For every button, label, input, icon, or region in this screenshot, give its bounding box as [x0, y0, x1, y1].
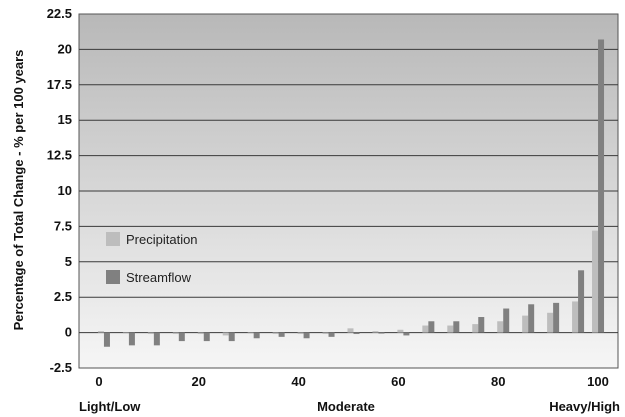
streamflow-bar — [378, 332, 385, 334]
legend-swatch-precipitation — [106, 232, 120, 246]
streamflow-bar — [278, 332, 285, 337]
y-tick-label: 7.5 — [54, 218, 72, 233]
y-tick-label: 2.5 — [54, 289, 72, 304]
y-tick-label: 10 — [58, 183, 72, 198]
precipitation-bar — [147, 332, 154, 335]
x-tick-label: 0 — [95, 374, 102, 389]
x-tick-label: 100 — [587, 374, 609, 389]
streamflow-bar — [228, 332, 235, 342]
bars — [97, 39, 605, 347]
legend: Precipitation Streamflow — [106, 232, 198, 285]
precipitation-bar — [122, 332, 129, 334]
x-category-label: Light/Low — [79, 399, 141, 414]
precipitation-bar — [447, 325, 454, 333]
y-axis-title: Percentage of Total Change - % per 100 y… — [11, 50, 26, 331]
precipitation-bar — [397, 329, 404, 333]
precipitation-bar — [97, 331, 104, 333]
streamflow-bar — [478, 317, 485, 333]
precipitation-bar — [172, 332, 179, 335]
streamflow-bar — [178, 332, 185, 342]
precipitation-bar — [297, 332, 304, 335]
streamflow-bar — [203, 332, 210, 342]
precipitation-bar — [222, 332, 229, 336]
streamflow-bar — [153, 332, 160, 346]
legend-label-precipitation: Precipitation — [126, 232, 198, 247]
precipitation-bar — [372, 331, 379, 333]
y-tick-label: 20 — [58, 41, 72, 56]
streamflow-bar — [353, 332, 360, 335]
x-tick-labels: 0 20 40 60 80 100 — [95, 374, 609, 389]
precipitation-bar — [592, 230, 599, 333]
streamflow-bar — [578, 270, 585, 333]
x-tick-label: 80 — [491, 374, 505, 389]
legend-label-streamflow: Streamflow — [126, 270, 192, 285]
y-tick-label: 17.5 — [47, 77, 72, 92]
x-category-labels: Light/Low Moderate Heavy/High — [79, 399, 620, 414]
x-tick-label: 60 — [391, 374, 405, 389]
y-tick-labels: -2.5 0 2.5 5 7.5 10 12.5 15 17.5 20 22.5 — [47, 6, 72, 375]
y-tick-label: 15 — [58, 112, 72, 127]
precipitation-bar — [472, 324, 479, 333]
streamflow-bar — [128, 332, 135, 346]
y-tick-label: 5 — [65, 254, 72, 269]
streamflow-bar — [403, 332, 410, 336]
precipitation-bar — [272, 332, 279, 335]
precipitation-bar — [547, 312, 554, 333]
streamflow-bar — [428, 321, 435, 333]
streamflow-bar — [453, 321, 460, 333]
x-category-label: Heavy/High — [549, 399, 620, 414]
x-tick-label: 40 — [291, 374, 305, 389]
streamflow-bar — [303, 332, 310, 339]
precipitation-bar — [422, 325, 429, 333]
streamflow-bar — [528, 304, 535, 333]
precipitation-bar — [247, 332, 254, 334]
x-category-label: Moderate — [317, 399, 375, 414]
y-tick-label: 22.5 — [47, 6, 72, 21]
y-tick-label: 12.5 — [47, 148, 72, 163]
precipitation-bar — [347, 328, 354, 333]
streamflow-bar — [328, 332, 335, 337]
x-tick-label: 20 — [192, 374, 206, 389]
precipitation-bar — [572, 301, 579, 333]
streamflow-bar — [598, 39, 605, 333]
y-tick-label: 0 — [65, 325, 72, 340]
precipitation-bar — [197, 332, 204, 335]
streamflow-bar — [253, 332, 260, 339]
streamflow-bar — [103, 332, 110, 347]
precipitation-bar — [497, 321, 504, 333]
streamflow-bar — [503, 308, 510, 333]
precipitation-bar — [322, 332, 329, 335]
streamflow-bar — [553, 302, 560, 333]
precipitation-bar — [522, 315, 529, 333]
legend-swatch-streamflow — [106, 270, 120, 284]
y-tick-label: -2.5 — [50, 360, 72, 375]
